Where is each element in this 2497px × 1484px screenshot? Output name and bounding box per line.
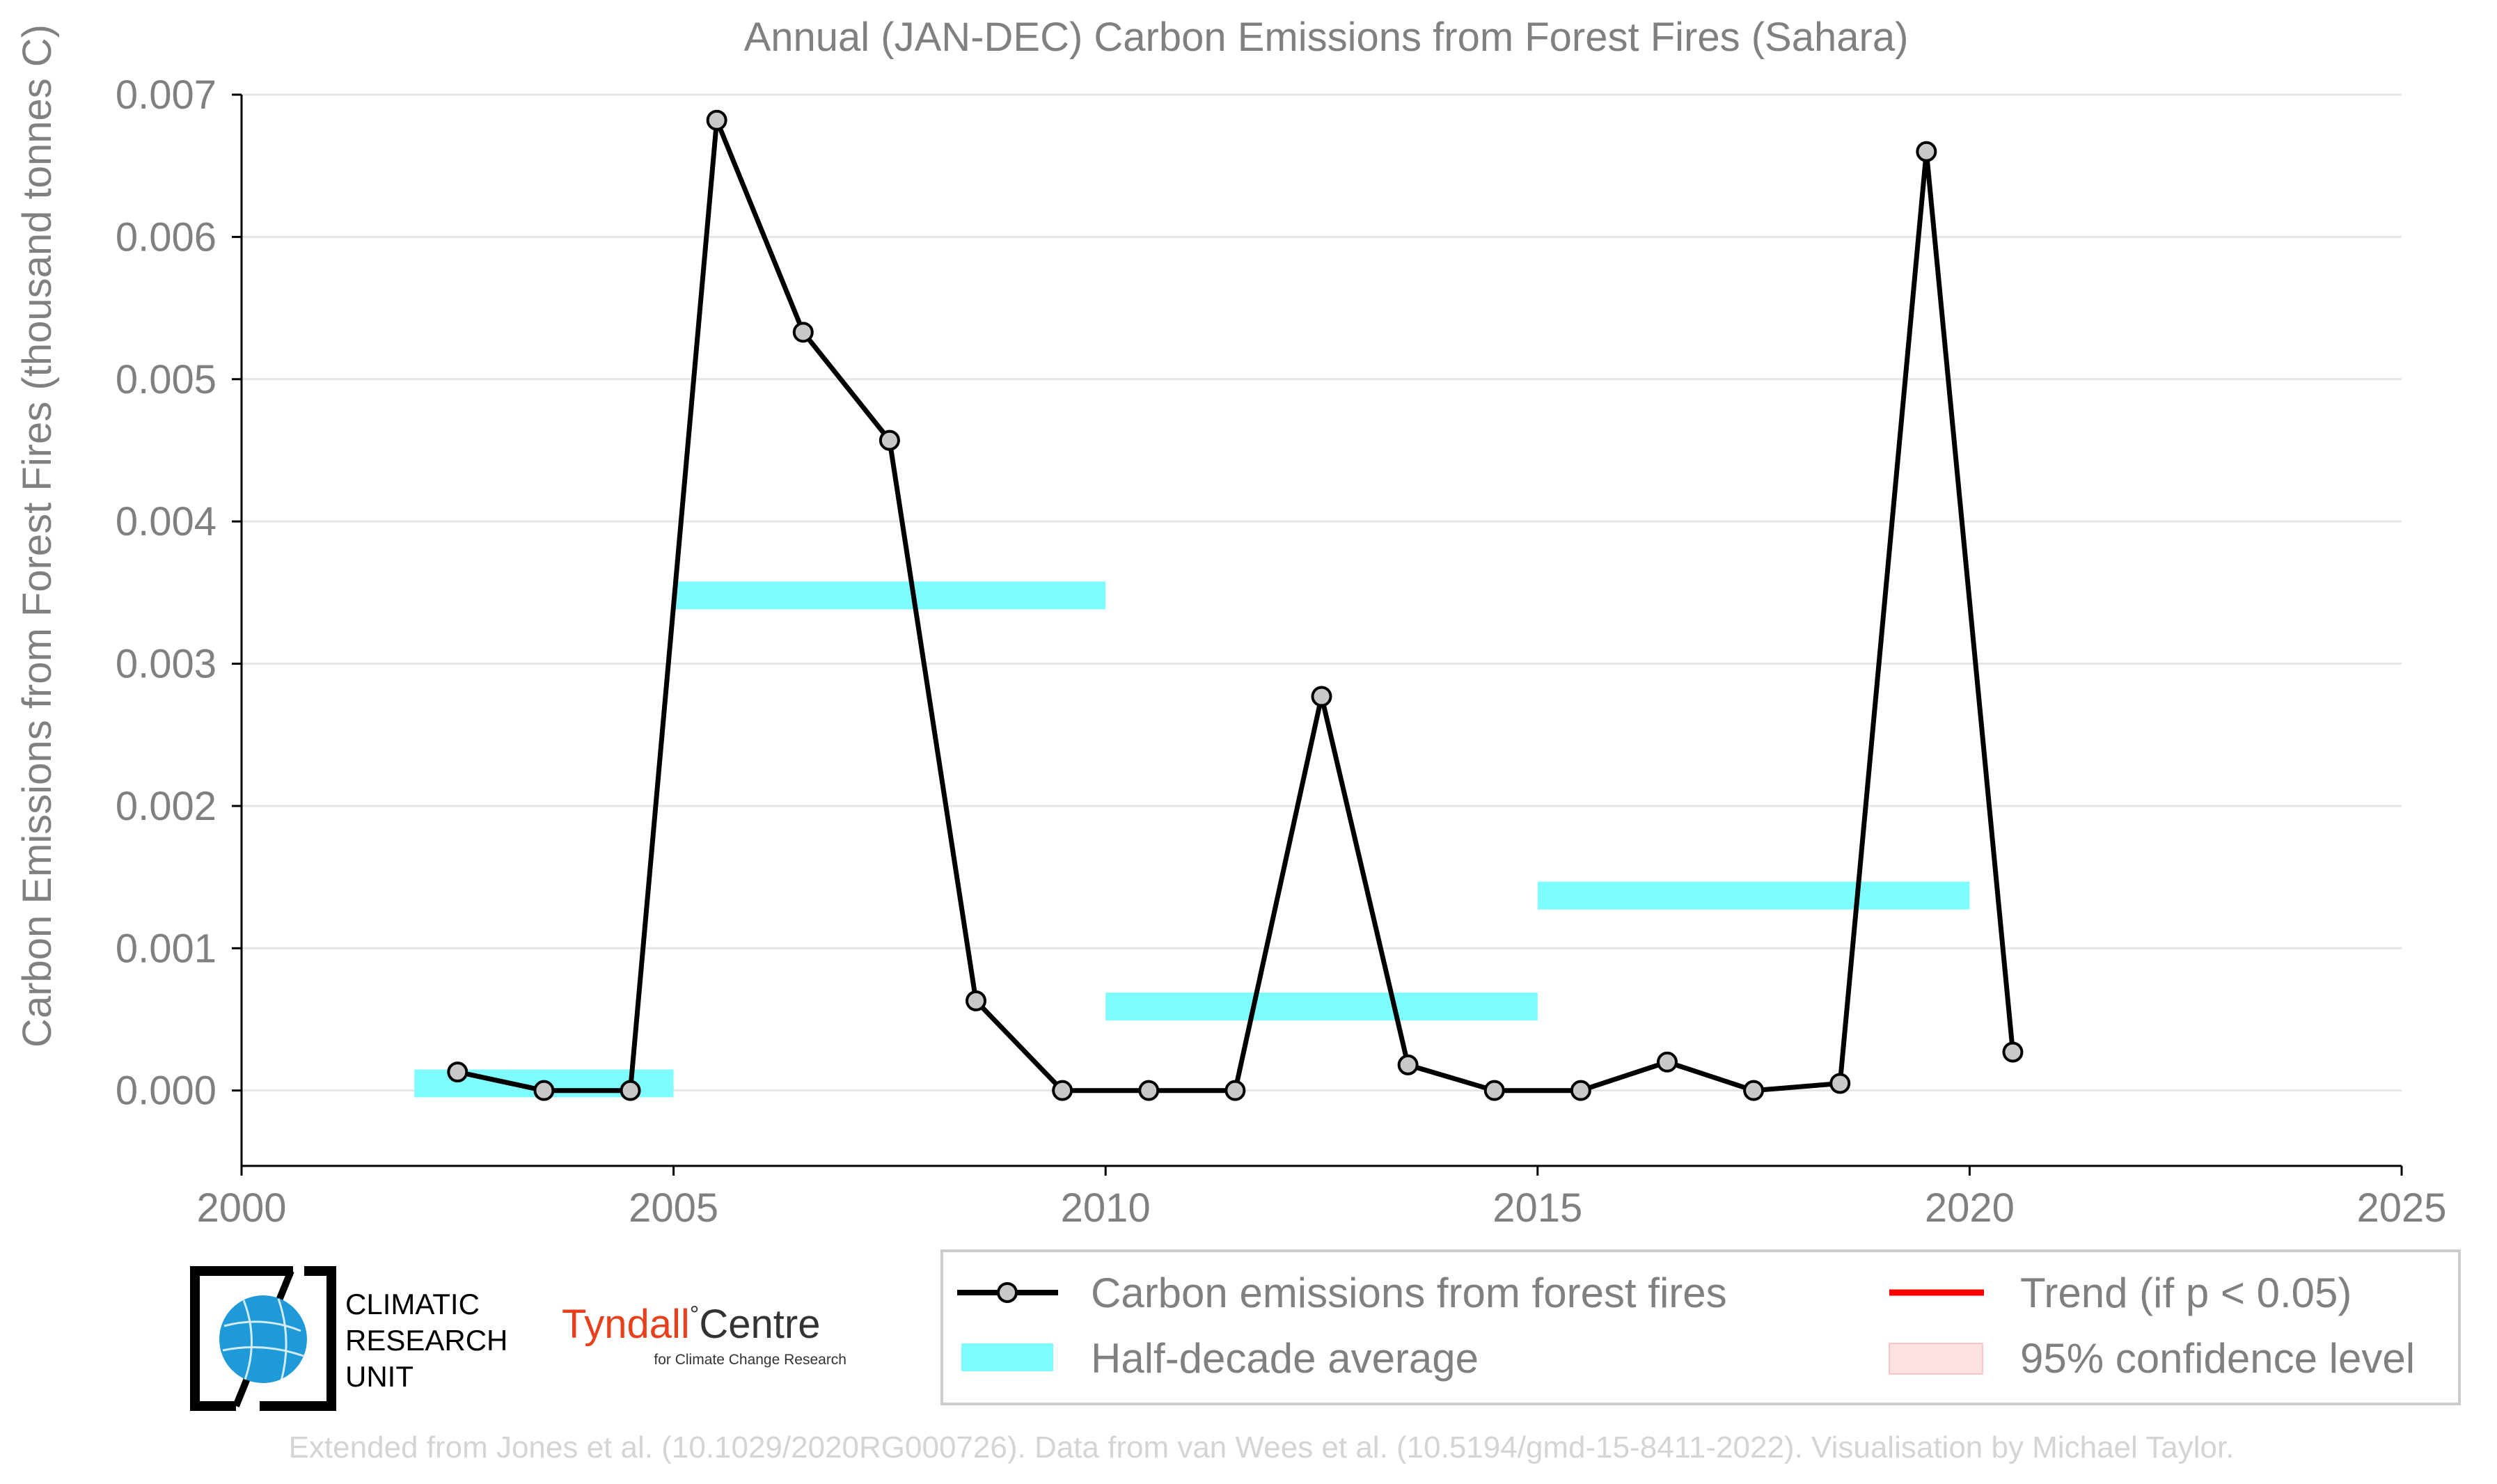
x-tick-label: 2010 — [1061, 1185, 1151, 1231]
x-tick-label: 2000 — [196, 1185, 286, 1231]
tyndall-subtitle: for Climate Change Research — [654, 1352, 846, 1368]
data-point — [1138, 1080, 1160, 1101]
data-point — [533, 1080, 555, 1101]
data-point — [792, 322, 814, 343]
legend-confidence-swatch — [1889, 1343, 1983, 1375]
x-tick-label: 2025 — [2356, 1185, 2446, 1231]
data-point — [1829, 1073, 1851, 1094]
y-tick-label: 0.001 — [116, 926, 216, 971]
data-point — [1743, 1080, 1765, 1101]
data-point — [1570, 1080, 1591, 1101]
data-point — [620, 1080, 641, 1101]
legend: Carbon emissions from forest fires Trend… — [940, 1249, 2461, 1405]
data-point — [447, 1061, 468, 1083]
data-point — [706, 109, 727, 131]
y-tick-label: 0.007 — [116, 72, 216, 118]
tyndall-logo: Tyndall°Centre for Climate Change Resear… — [562, 1302, 846, 1368]
y-tick-label: 0.006 — [116, 214, 216, 260]
data-point — [966, 990, 987, 1011]
y-tick-label: 0.002 — [116, 784, 216, 829]
legend-series-label: Carbon emissions from forest fires — [1091, 1270, 1727, 1316]
cru-line-1: CLIMATIC — [345, 1288, 480, 1320]
half-decade-bar — [673, 581, 1106, 610]
data-point — [2002, 1041, 2024, 1063]
cru-line-3: UNIT — [345, 1360, 413, 1393]
chart-title: Annual (JAN-DEC) Carbon Emissions from F… — [744, 15, 1909, 60]
grid-lines — [242, 93, 2402, 1092]
y-tick-label: 0.000 — [116, 1068, 216, 1114]
legend-average-swatch — [961, 1343, 1053, 1371]
x-tick-label: 2015 — [1492, 1185, 1582, 1231]
x-tick-label: 2020 — [1925, 1185, 2015, 1231]
cru-logo: CLIMATIC RESEARCH UNIT — [190, 1266, 507, 1411]
legend-series-swatch — [957, 1282, 1058, 1303]
x-tick-labels: 2000 2005 2010 2015 2020 2025 — [196, 1185, 2446, 1231]
half-decade-bar — [1537, 881, 1970, 910]
legend-average-label: Half-decade average — [1091, 1335, 1479, 1382]
series-markers — [447, 109, 2024, 1101]
axes — [232, 93, 2403, 1176]
half-decade-bars — [414, 581, 1970, 1098]
cru-logo-frame — [190, 1266, 336, 1411]
y-axis-label: Carbon Emissions from Forest Fires (thou… — [15, 24, 60, 1048]
half-decade-bar — [1105, 993, 1538, 1021]
data-point — [879, 429, 900, 451]
x-tick-label: 2005 — [629, 1185, 718, 1231]
y-tick-label: 0.004 — [116, 499, 216, 544]
data-point — [1916, 141, 1937, 162]
y-tick-label: 0.003 — [116, 642, 216, 687]
data-point — [1224, 1080, 1246, 1101]
legend-confidence-label: 95% confidence level — [2020, 1335, 2415, 1382]
y-tick-labels: 0.000 0.001 0.002 0.003 0.004 0.005 0.006 0.007 — [116, 72, 216, 1114]
cru-line-2: RESEARCH — [345, 1324, 507, 1357]
legend-trend-label: Trend (if p < 0.05) — [2020, 1270, 2352, 1316]
legend-frame — [940, 1249, 2461, 1405]
data-point — [1311, 686, 1332, 707]
data-point — [1483, 1080, 1505, 1101]
data-point — [1656, 1051, 1678, 1073]
tyndall-wordmark: Tyndall°Centre — [562, 1302, 820, 1347]
globe-icon — [219, 1295, 307, 1383]
data-point — [1052, 1080, 1073, 1101]
credit-line: Extended from Jones et al. (10.1029/2020… — [289, 1430, 2235, 1465]
y-tick-label: 0.005 — [116, 357, 216, 402]
data-point — [1397, 1054, 1419, 1075]
